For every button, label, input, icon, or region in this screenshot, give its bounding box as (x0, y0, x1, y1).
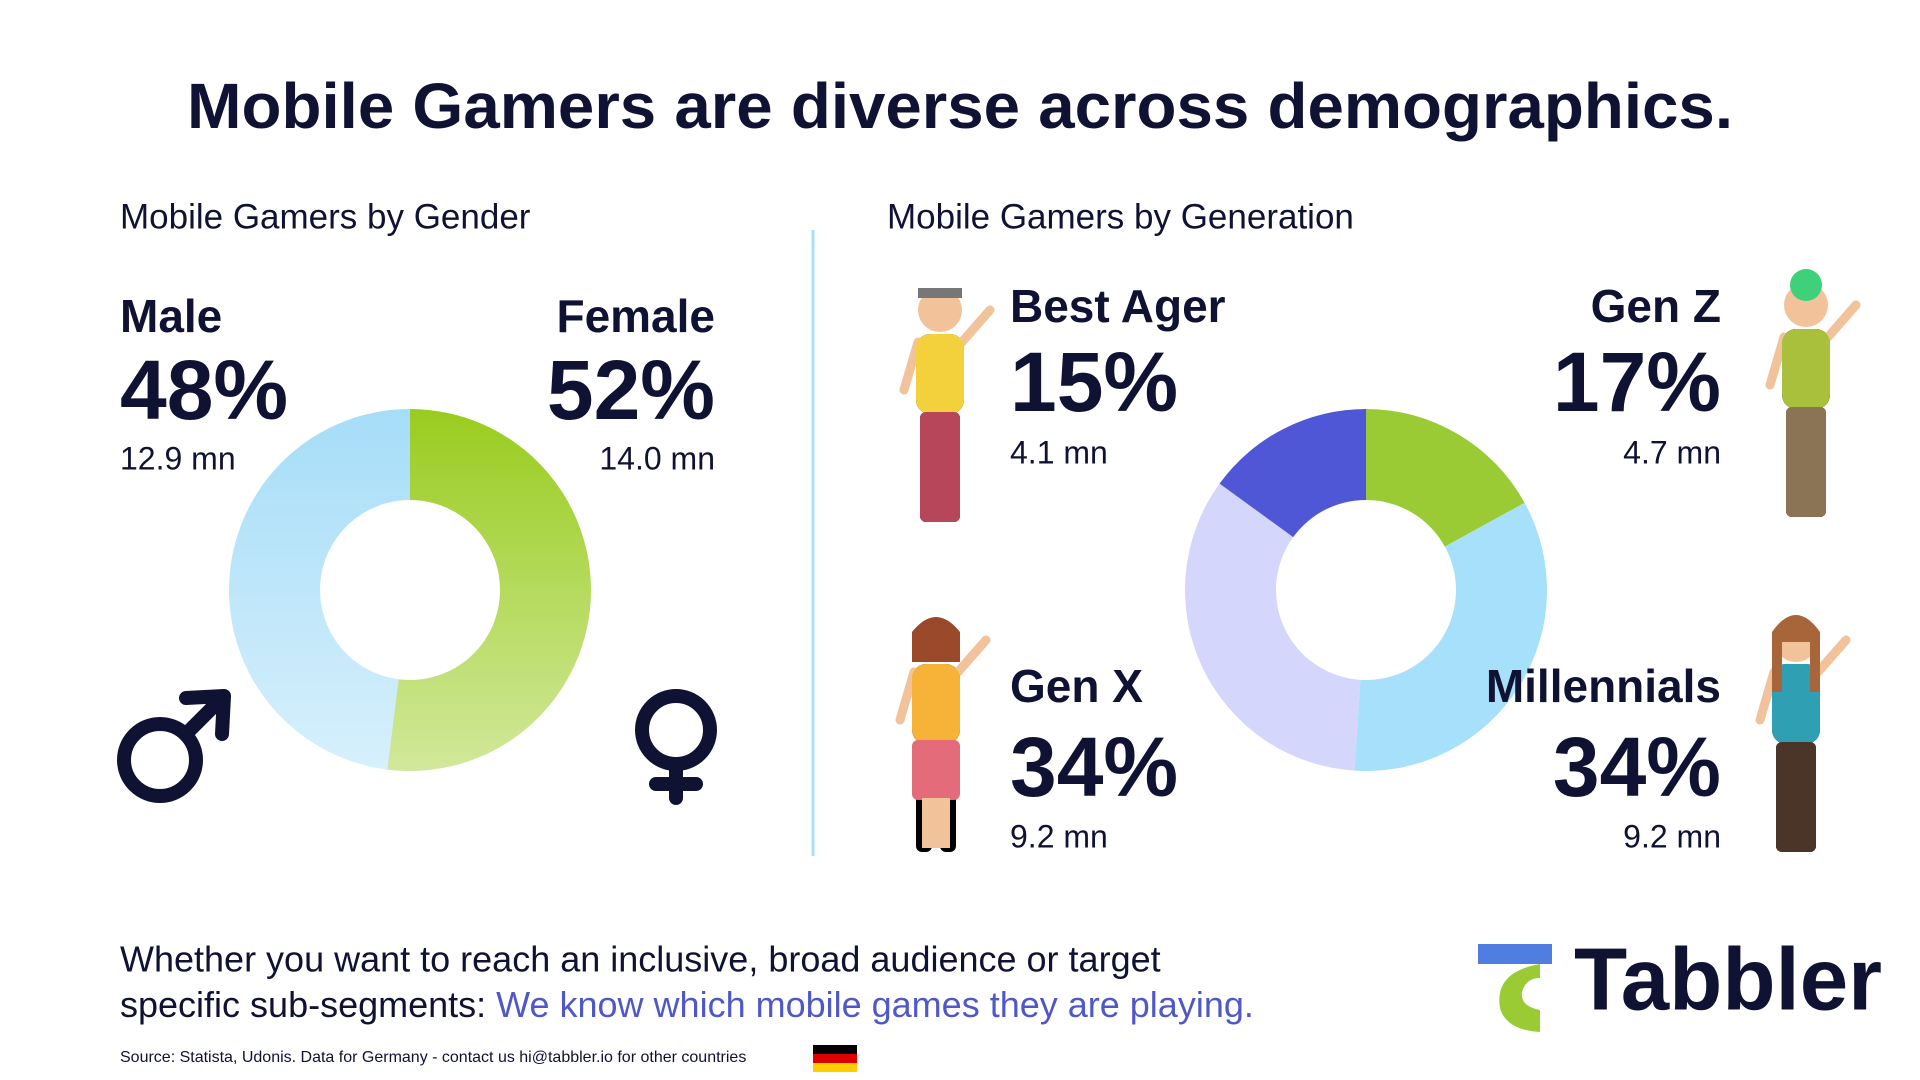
category-label: Best Ager (1010, 280, 1226, 332)
logo-text: Tabbler (1574, 929, 1882, 1028)
footer-highlight: We know which mobile games they are play… (496, 984, 1254, 1025)
chart-subtitle: Mobile Gamers by Generation (887, 197, 1354, 236)
footer-line: Whether you want to reach an inclusive, … (120, 939, 1161, 980)
value-label: 52% (547, 343, 715, 437)
value-label: 34% (1010, 720, 1178, 814)
character-gen-x (900, 617, 986, 852)
male-symbol (117, 689, 231, 803)
category-label: Millennials (1486, 660, 1721, 712)
character-best-ager (904, 288, 990, 522)
category-label: Female (556, 290, 715, 342)
donut-segment (1185, 483, 1361, 771)
chart-subtitle: Mobile Gamers by Gender (120, 197, 531, 236)
category-label: Gen X (1010, 660, 1143, 712)
donut-segment (1219, 409, 1366, 538)
value-label: 17% (1553, 335, 1721, 429)
audience-label: 4.1 mn (1010, 434, 1108, 470)
audience-label: 9.2 mn (1623, 818, 1721, 854)
category-label: Gen Z (1591, 280, 1721, 332)
title: Mobile Gamers are diverse across demogra… (187, 70, 1733, 142)
donut-segment (387, 409, 591, 771)
character-gen-z (1770, 269, 1856, 517)
footer-line: specific sub-segments: We know which mobi… (120, 984, 1254, 1025)
female-symbol (635, 689, 717, 805)
value-label: 48% (120, 343, 288, 437)
source-note: Source: Statista, Udonis. Data for Germa… (120, 1049, 746, 1066)
value-label: 34% (1553, 720, 1721, 814)
donut-segment (228, 409, 410, 770)
donut-segment (1354, 502, 1547, 771)
category-label: Male (120, 290, 222, 342)
audience-label: 14.0 mn (599, 440, 715, 476)
german-flag (813, 1045, 857, 1072)
audience-label: 4.7 mn (1623, 434, 1721, 470)
audience-label: 12.9 mn (120, 440, 236, 476)
donut-segment (1366, 409, 1525, 547)
character-millennial (1760, 615, 1846, 852)
audience-label: 9.2 mn (1010, 818, 1108, 854)
logo-icon (1478, 944, 1552, 1032)
value-label: 15% (1010, 335, 1178, 429)
footer-text: specific sub-segments: (120, 984, 486, 1025)
